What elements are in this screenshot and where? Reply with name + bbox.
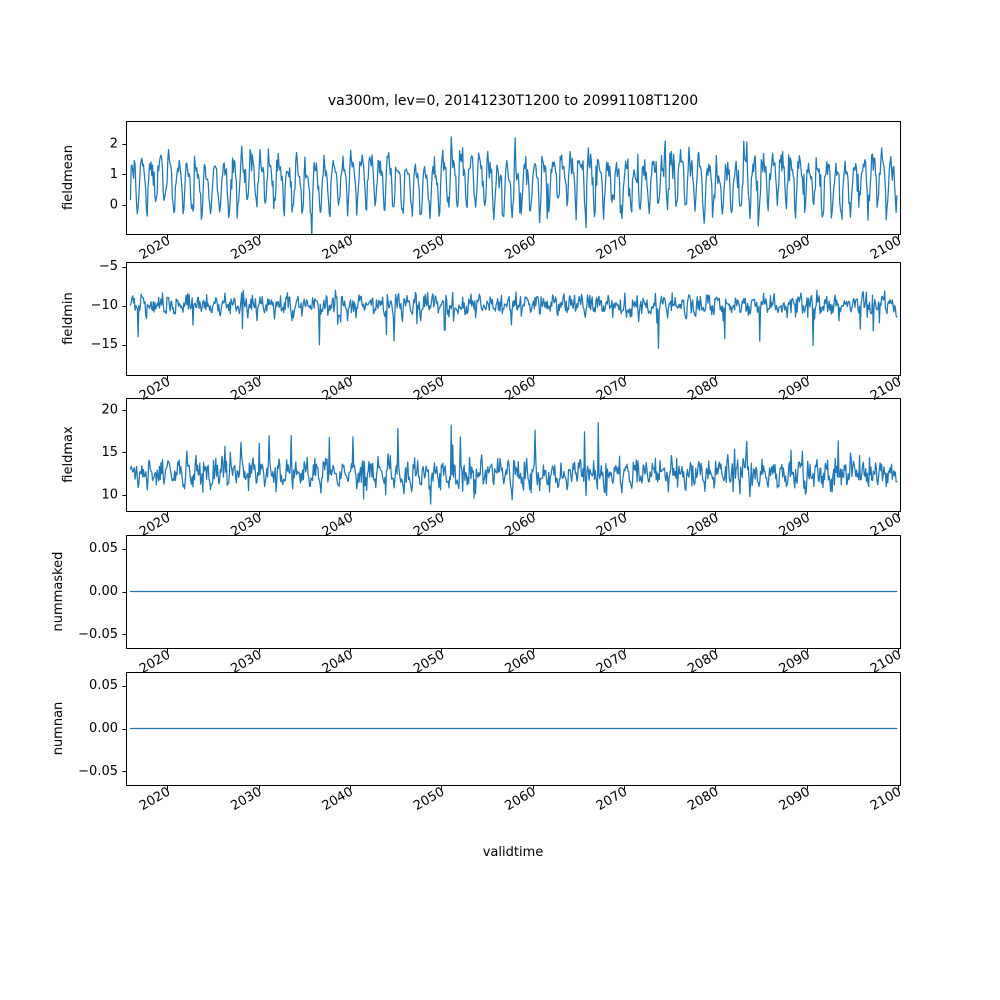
y-axis-label-fieldmean: fieldmean <box>61 145 76 210</box>
x-axis-label: validtime <box>483 845 544 860</box>
y-tick-label-fieldmean: 1 <box>110 167 118 182</box>
y-axis-label-fieldmin: fieldmin <box>61 292 76 345</box>
y-tick-label-nummasked: 0.00 <box>89 584 118 599</box>
y-tick-label-fieldmin: −15 <box>91 337 118 352</box>
axes-frame-fieldmax <box>126 398 901 512</box>
data-line-fieldmean <box>129 136 898 234</box>
y-tick-label-fieldmax: 15 <box>101 445 118 460</box>
axes-frame-fieldmean <box>126 121 901 235</box>
y-axis-label-fieldmax: fieldmax <box>61 426 76 483</box>
data-line-fieldmax <box>129 422 898 505</box>
y-tick-label-numnan: −0.05 <box>78 764 118 779</box>
y-tick-label-fieldmin: −10 <box>91 298 118 313</box>
axes-frame-fieldmin <box>126 262 901 376</box>
figure-title: va300m, lev=0, 20141230T1200 to 20991108… <box>328 93 698 109</box>
data-line-fieldmin <box>129 289 898 349</box>
y-tick-label-fieldmax: 10 <box>101 487 118 502</box>
y-tick-label-nummasked: −0.05 <box>78 627 118 642</box>
y-tick-label-numnan: 0.00 <box>89 721 118 736</box>
y-tick-label-fieldmean: 0 <box>110 197 118 212</box>
y-axis-label-nummasked: nummasked <box>51 552 66 632</box>
y-axis-label-numnan: numnan <box>51 702 66 756</box>
y-tick-label-nummasked: 0.05 <box>89 541 118 556</box>
y-tick-label-fieldmean: 2 <box>110 136 118 151</box>
y-tick-label-numnan: 0.05 <box>89 678 118 693</box>
y-tick-label-fieldmin: −5 <box>99 259 118 274</box>
y-tick-label-fieldmax: 20 <box>101 402 118 417</box>
